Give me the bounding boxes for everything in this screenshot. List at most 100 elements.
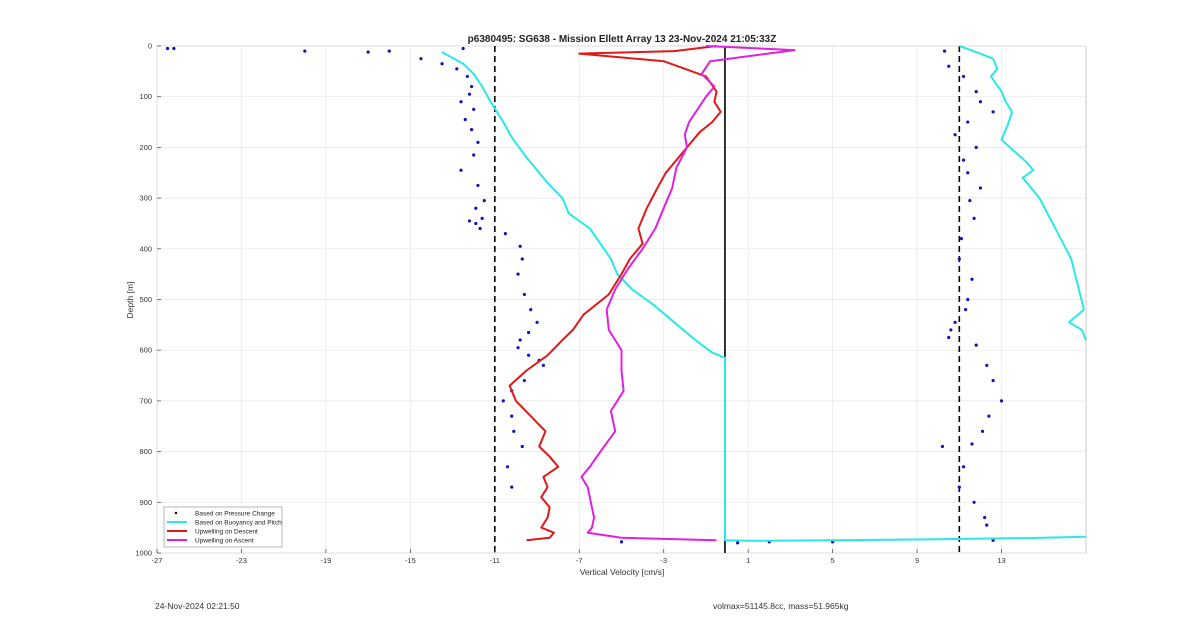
series-0-point-59: [972, 216, 976, 220]
series-0-point-68: [974, 343, 978, 347]
series-0-point-3: [366, 50, 370, 54]
series-0-point-64: [964, 308, 968, 312]
series-0-point-30: [529, 308, 533, 312]
series-0-point-43: [520, 444, 524, 449]
series-0-point-65: [953, 320, 957, 324]
series-0-point-7: [455, 67, 459, 71]
series-0-point-25: [503, 231, 507, 236]
series-0-point-41: [510, 414, 514, 418]
y-tick-label-4: 400: [139, 244, 152, 253]
footer-timestamp: 24-Nov-2024 02:21:50: [155, 601, 240, 611]
legend-label-buoyancy: Based on Buoyancy and Pitch: [195, 520, 282, 527]
x-tick-label-8: 5: [831, 556, 835, 565]
legend-label-ascent: Upwelling on Ascent: [195, 538, 254, 545]
x-tick-label-3: -15: [405, 556, 416, 565]
series-0-point-28: [516, 272, 520, 276]
y-tick-label-8: 800: [139, 447, 152, 456]
series-0-point-21: [480, 216, 484, 220]
series-0-point-60: [959, 237, 964, 241]
series-0-point-61: [957, 257, 961, 261]
series-0-point-1: [172, 46, 176, 51]
series-0-point-75: [940, 444, 945, 449]
series-0-point-66: [949, 328, 953, 332]
x-tick-label-6: -3: [660, 556, 667, 565]
series-0-point-2: [303, 49, 307, 53]
series-0-point-29: [522, 292, 526, 297]
series-1-line-branch: [958, 45, 1087, 341]
series-0-point-9: [469, 84, 474, 89]
series-0-point-45: [510, 485, 514, 489]
series-0-point-19: [482, 199, 486, 203]
x-tick-label-9: 9: [915, 556, 919, 565]
series-0-point-53: [953, 133, 957, 137]
x-tick-label-5: -7: [576, 556, 583, 565]
series-0-point-14: [469, 128, 474, 132]
series-0-point-23: [474, 221, 478, 226]
series-0-point-5: [419, 57, 423, 61]
series-0-point-62: [970, 277, 974, 281]
y-tick-label-6: 600: [139, 346, 152, 355]
series-0-point-72: [987, 414, 991, 418]
y-tick-label-2: 200: [139, 143, 152, 152]
series-0-point-31: [535, 320, 539, 324]
y-tick-label-0: 0: [148, 42, 152, 51]
series-0-point-76: [961, 465, 966, 469]
x-tick-label-4: -11: [490, 556, 500, 565]
series-0-point-48: [961, 74, 966, 79]
series-0-point-47: [947, 64, 951, 68]
x-tick-label-1: -23: [236, 556, 247, 565]
x-tick-label-0: -27: [152, 556, 163, 565]
y-tick-label-10: 1000: [135, 549, 152, 558]
series-0-point-57: [978, 186, 983, 190]
series-0-point-84: [736, 541, 740, 545]
y-tick-label-3: 300: [139, 194, 152, 203]
series-0-point-63: [966, 297, 970, 302]
series-1-line: [441, 51, 1087, 542]
series-0-point-69: [985, 363, 989, 368]
series-0-point-58: [968, 199, 972, 203]
series-0-point-55: [961, 158, 966, 162]
series-0-point-11: [459, 100, 463, 104]
x-tick-label-2: -19: [320, 556, 331, 565]
y-tick-label-1: 100: [139, 92, 152, 101]
series-3-line: [580, 45, 796, 542]
series-0-point-46: [942, 49, 947, 53]
series-0-point-49: [974, 90, 978, 94]
series-0-point-56: [966, 171, 970, 175]
x-tick-label-7: 1: [746, 556, 750, 565]
series-0-point-71: [999, 399, 1004, 403]
series-2-line: [508, 45, 722, 542]
series-0-point-12: [472, 107, 476, 111]
x-axis-ticks: -27 -23 -19 -15 -11 -7 -3 1 5 9 13: [152, 549, 1006, 565]
series-0-point-54: [974, 145, 978, 149]
x-tick-label-10: 13: [997, 556, 1005, 565]
series-0-point-42: [512, 429, 516, 433]
x-axis-label: Vertical Velocity [cm/s]: [580, 567, 665, 577]
y-tick-label-7: 700: [139, 396, 152, 405]
y-axis-ticks: 0 100 200 300 400 500 600 700 800 900 1000: [135, 42, 161, 558]
legend-marker-pressure: [174, 511, 178, 515]
series-0-point-20: [474, 206, 478, 210]
series-0-point-70: [991, 379, 995, 383]
series-0-point-73: [980, 429, 985, 433]
series-0-point-22: [467, 219, 472, 223]
series-0-point-52: [966, 120, 970, 124]
series-0-point-18: [476, 183, 480, 188]
series-0-point-85: [619, 540, 624, 544]
series-0-point-37: [541, 363, 545, 368]
series-0-point-13: [463, 117, 467, 122]
series-0-point-44: [505, 465, 510, 469]
legend: Based on Pressure Change Based on Buoyan…: [163, 506, 283, 548]
y-axis-label: Depth [m]: [125, 282, 135, 319]
series-0-point-16: [472, 153, 476, 157]
series-0-point-33: [518, 338, 522, 342]
series-0-point-74: [970, 442, 974, 446]
series-0-point-79: [983, 515, 987, 520]
series-0-point-78: [972, 500, 976, 504]
series-0-point-6: [440, 62, 444, 66]
series-0-point-24: [478, 226, 482, 231]
series-0-point-15: [476, 140, 480, 144]
series-0-point-8: [465, 74, 469, 79]
series-0-point-80: [985, 523, 989, 527]
